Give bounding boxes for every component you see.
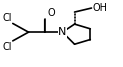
Text: O: O bbox=[47, 8, 55, 18]
Text: Cl: Cl bbox=[2, 13, 12, 23]
Text: Cl: Cl bbox=[2, 42, 12, 52]
Text: OH: OH bbox=[93, 3, 108, 13]
Text: N: N bbox=[58, 27, 67, 37]
